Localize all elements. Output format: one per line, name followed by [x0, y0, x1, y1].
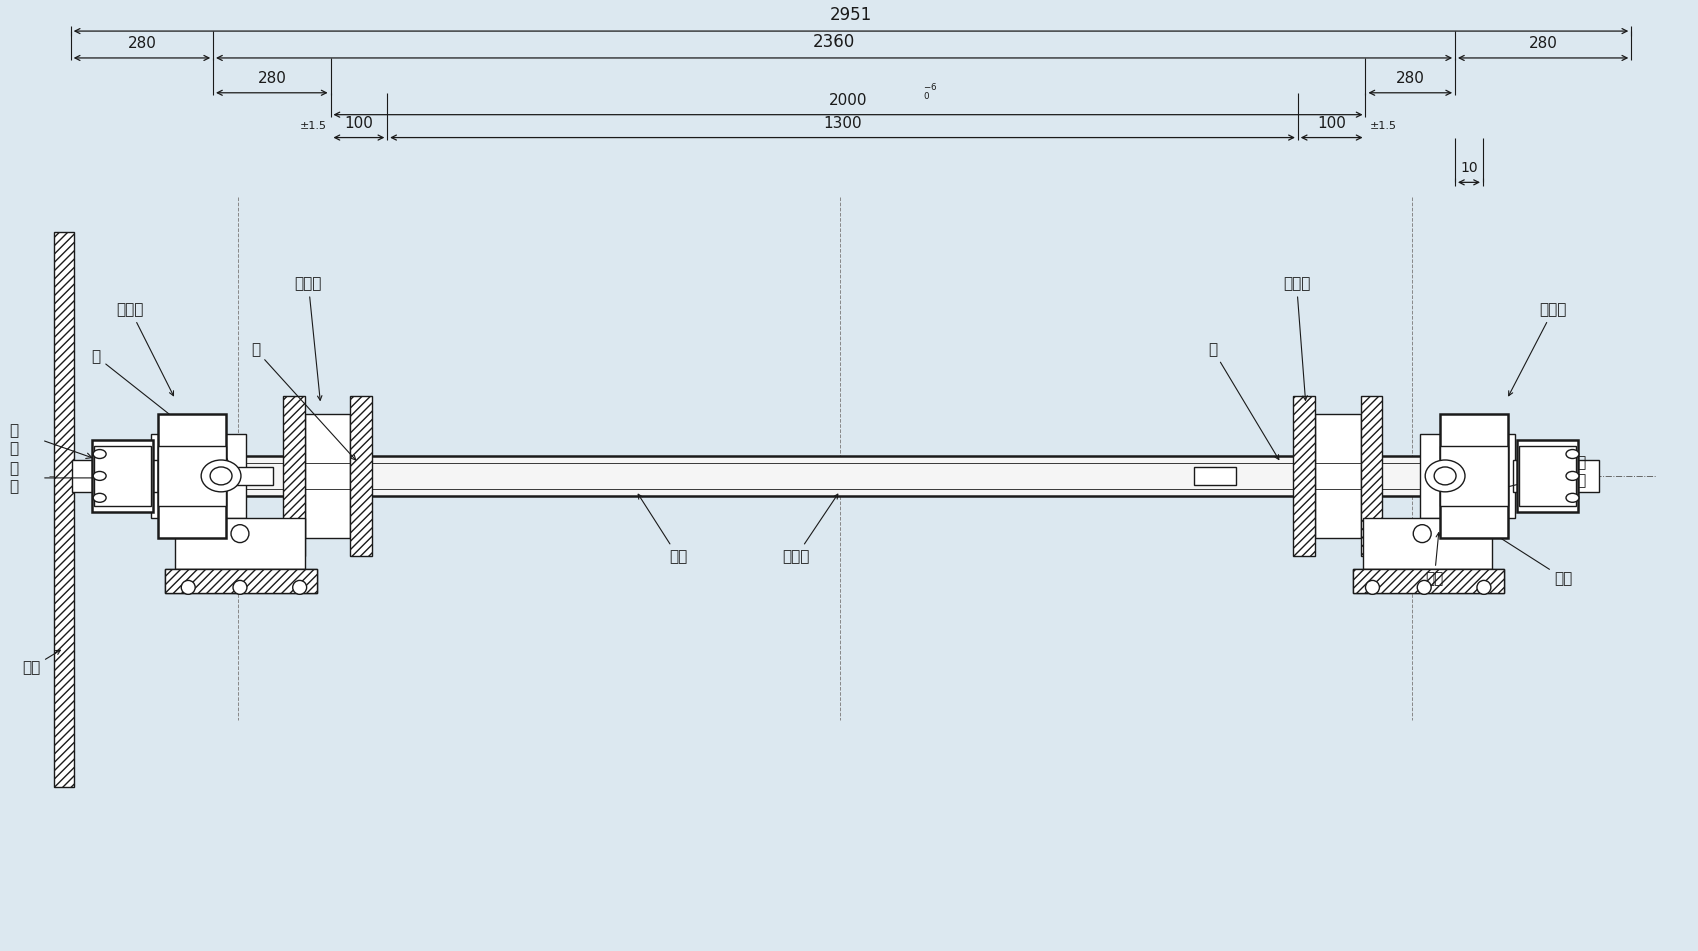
Text: 承座: 承座 [1567, 474, 1586, 489]
Text: 键: 键 [251, 342, 355, 460]
Circle shape [233, 580, 246, 594]
Ellipse shape [1433, 467, 1455, 485]
Ellipse shape [1425, 460, 1464, 492]
Bar [1518, 446, 1576, 506]
Bar [1292, 397, 1314, 555]
Bar [1352, 570, 1503, 593]
Text: 驱动轴: 驱动轴 [781, 495, 837, 564]
Bar [1360, 397, 1382, 555]
Bar [304, 415, 350, 537]
Ellipse shape [93, 450, 105, 458]
Text: 螺栓: 螺栓 [1491, 533, 1572, 586]
Bar [165, 570, 316, 593]
Text: 轴承座: 轴承座 [117, 302, 173, 396]
Text: ±1.5: ±1.5 [299, 121, 326, 130]
Ellipse shape [211, 467, 233, 485]
Bar [282, 397, 304, 555]
Text: 1300: 1300 [824, 116, 861, 130]
Bar [1420, 434, 1515, 517]
Text: 2360: 2360 [812, 33, 854, 51]
Text: 底板: 底板 [1425, 533, 1443, 586]
Ellipse shape [1566, 450, 1577, 458]
Bar [151, 456, 1511, 495]
Bar [1511, 460, 1598, 492]
Ellipse shape [200, 460, 241, 492]
Text: 下轴: 下轴 [1567, 456, 1586, 471]
Text: 100: 100 [1316, 116, 1345, 130]
Ellipse shape [93, 472, 105, 480]
Circle shape [1365, 580, 1379, 594]
Text: 轴套: 轴套 [638, 495, 686, 564]
Circle shape [1416, 580, 1430, 594]
Bar [158, 446, 226, 506]
Bar [71, 460, 158, 492]
Bar [1440, 446, 1506, 506]
Circle shape [231, 525, 250, 543]
Bar [54, 232, 73, 787]
Bar [165, 570, 316, 593]
Bar [92, 440, 153, 512]
Text: 10: 10 [1459, 162, 1477, 175]
Bar [175, 517, 304, 570]
Text: ±1.5: ±1.5 [1369, 121, 1396, 130]
Bar [1194, 467, 1236, 485]
Bar [151, 434, 246, 517]
Ellipse shape [1566, 472, 1577, 480]
Circle shape [1413, 525, 1430, 543]
Circle shape [292, 580, 306, 594]
Text: 280: 280 [256, 70, 285, 86]
Ellipse shape [93, 494, 105, 502]
Text: 280: 280 [1528, 36, 1557, 51]
Ellipse shape [1566, 494, 1577, 502]
Text: 螺: 螺 [8, 423, 19, 438]
Text: 100: 100 [345, 116, 374, 130]
Text: 280: 280 [127, 36, 156, 51]
Text: 轴承座: 轴承座 [1508, 302, 1566, 396]
Text: 键: 键 [92, 349, 228, 460]
Text: $^{-6}_{0}$: $^{-6}_{0}$ [922, 83, 937, 103]
Text: 键: 键 [1207, 342, 1279, 459]
Text: 280: 280 [1396, 70, 1425, 86]
Bar [350, 397, 372, 555]
Text: 驱动轮: 驱动轮 [294, 277, 323, 400]
Bar [231, 467, 273, 485]
Text: 2000: 2000 [829, 92, 866, 107]
Text: 链轮: 链轮 [22, 650, 61, 675]
Bar [1362, 517, 1491, 570]
Bar [158, 415, 226, 537]
Text: 2951: 2951 [829, 6, 871, 24]
Bar [1352, 570, 1503, 593]
Bar [93, 446, 151, 506]
Bar [1314, 415, 1360, 537]
Bar [1516, 440, 1577, 512]
Text: 栓: 栓 [8, 441, 19, 456]
Text: 驱动轮: 驱动轮 [1282, 277, 1309, 400]
Text: 端: 端 [8, 461, 19, 476]
Text: 盖: 盖 [8, 479, 19, 495]
Circle shape [1476, 580, 1491, 594]
Bar [1440, 415, 1506, 537]
Circle shape [182, 580, 195, 594]
